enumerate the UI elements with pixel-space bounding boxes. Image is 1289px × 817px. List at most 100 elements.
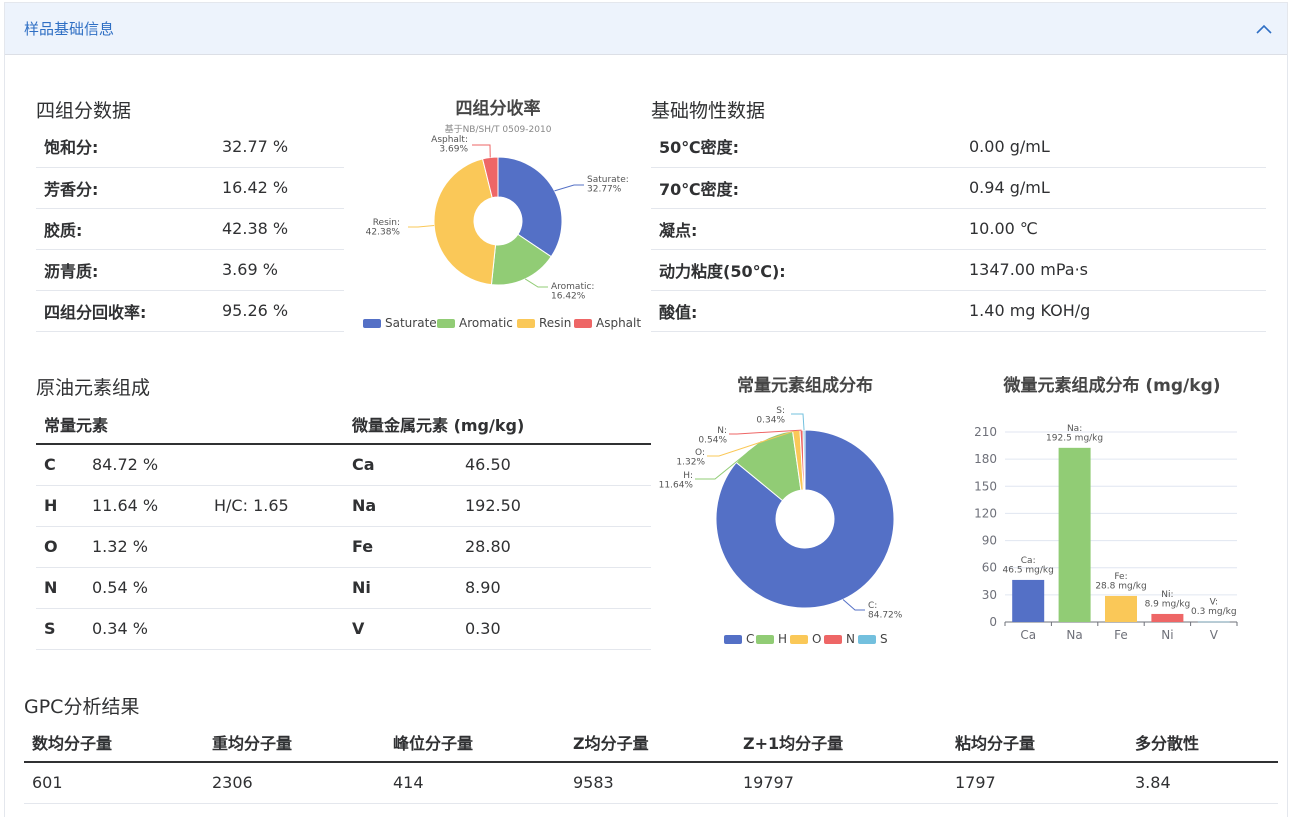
element-symbol: S [36, 608, 84, 650]
legend-label: S [880, 632, 888, 646]
row-label: 酸值: [651, 290, 969, 332]
gpc-column-header: 多分散性 [1127, 722, 1278, 763]
chart-subtitle: 基于NB/SH/T 0509-2010 [445, 123, 552, 135]
legend-swatch[interactable] [437, 319, 455, 328]
pie-slice-c[interactable] [715, 429, 895, 609]
chart-title: 四组分收率 [456, 98, 541, 119]
slice-label: O: 1.32% [676, 448, 705, 468]
gpc-cell: 2306 [204, 762, 385, 804]
pie-slice-saturate[interactable] [497, 156, 563, 258]
label-leader-line [695, 440, 762, 480]
bar-ca[interactable] [1012, 579, 1045, 622]
label-leader-line [408, 224, 435, 228]
legend-swatch[interactable] [724, 635, 742, 644]
slice-label: Resin: 42.38% [366, 218, 401, 238]
bar-label: Fe: 28.8 mg/kg [1095, 572, 1146, 592]
legend-label: Saturate [385, 316, 437, 330]
trace-element-symbol: Fe [344, 526, 457, 568]
gpc-column-header: 粘均分子量 [947, 722, 1127, 763]
legend-swatch[interactable] [517, 319, 535, 328]
trace-element-symbol: Ni [344, 567, 457, 609]
legend-swatch[interactable] [858, 635, 876, 644]
gpc-column-header: 重均分子量 [204, 722, 385, 763]
row-value: 3.69 % [222, 249, 344, 291]
row-value: 0.94 g/mL [969, 167, 1266, 209]
chart-title: 常量元素组成分布 [737, 375, 873, 396]
bar-v[interactable] [1197, 621, 1230, 623]
element-percent: 84.72 % [84, 444, 206, 486]
label-leader-line [707, 429, 797, 457]
slice-label: Saturate: 32.77% [587, 175, 629, 195]
table-row: S 0.34 % V 0.30 [36, 608, 651, 650]
label-leader-line [729, 429, 802, 435]
trace-element-value: 8.90 [457, 567, 651, 609]
slice-label: S: 0.34% [756, 406, 785, 426]
four-component-table: 饱和分: 32.77 % 芳香分: 16.42 % 胶质: 42.38 % 沥青质: 3… [36, 126, 344, 332]
y-tick-label: 60 [982, 561, 997, 575]
table-row: 沥青质: 3.69 % [36, 249, 344, 291]
gpc-cell: 601 [24, 762, 204, 804]
pie-slice-asphalt[interactable] [481, 156, 499, 199]
table-row: H 11.64 % H/C: 1.65 Na 192.50 [36, 485, 651, 527]
gpc-table: 数均分子量 重均分子量 峰位分子量 Z均分子量 Z+1均分子量 粘均分子量 多分散性 601… [24, 722, 1278, 804]
trace-element-bar-svg: 微量元素组成分布 (mg/kg) 0 30 60 90 120 150 180 210 Ca Ca:… [974, 375, 1238, 642]
collapse-button[interactable] [1253, 18, 1275, 40]
legend-swatch[interactable] [756, 635, 774, 644]
legend-swatch[interactable] [363, 319, 381, 328]
physical-title: 基础物性数据 [651, 100, 766, 122]
row-value: 32.77 % [222, 126, 344, 168]
y-tick-label: 90 [982, 534, 997, 548]
hc-ratio [206, 444, 344, 486]
element-percent: 1.32 % [84, 526, 206, 568]
legend-label: Aromatic [459, 316, 513, 330]
panel-header[interactable]: 样品基础信息 [5, 3, 1287, 55]
gpc-cell: 9583 [565, 762, 735, 804]
trace-element-chart: 微量元素组成分布 (mg/kg) 0 30 60 90 120 150 180 210 Ca Ca:… [960, 372, 1284, 656]
table-row: 芳香分: 16.42 % [36, 167, 344, 209]
trace-element-symbol: Ca [344, 444, 457, 486]
bar-fe[interactable] [1105, 595, 1137, 622]
trace-elements-header: 微量金属元素 (mg/kg) [344, 404, 651, 445]
x-tick-label: Na [1066, 628, 1082, 642]
pie-slice-resin[interactable] [433, 158, 497, 286]
gpc-column-header: Z均分子量 [565, 722, 735, 763]
element-percent: 0.34 % [84, 608, 206, 650]
elements-title: 原油元素组成 [36, 377, 151, 399]
table-row: 四组分回收率: 95.26 % [36, 290, 344, 332]
y-tick-label: 150 [974, 479, 997, 493]
y-tick-label: 30 [982, 588, 997, 602]
y-tick-label: 180 [974, 452, 997, 466]
legend-swatch[interactable] [824, 635, 842, 644]
legend-swatch[interactable] [574, 319, 592, 328]
slice-label: C: 84.72% [868, 601, 903, 621]
legend-label: Resin [539, 316, 571, 330]
row-label: 凝点: [651, 208, 969, 250]
table-row: O 1.32 % Fe 28.80 [36, 526, 651, 568]
table-row: 酸值: 1.40 mg KOH/g [651, 290, 1266, 332]
elements-table: 常量元素 微量金属元素 (mg/kg) C 84.72 % Ca 46.50 H 11.6… [36, 404, 651, 650]
label-leader-line [472, 144, 491, 158]
table-header-row: 数均分子量 重均分子量 峰位分子量 Z均分子量 Z+1均分子量 粘均分子量 多分散性 [24, 722, 1278, 763]
legend-swatch[interactable] [790, 635, 808, 644]
trace-element-value: 28.80 [457, 526, 651, 568]
bar-label: Ca: 46.5 mg/kg [1003, 556, 1054, 576]
row-label: 芳香分: [36, 167, 222, 209]
four-component-title: 四组分数据 [36, 100, 132, 122]
table-row: 601 2306 414 9583 19797 1797 3.84 [24, 762, 1278, 804]
bar-ni[interactable] [1151, 613, 1184, 622]
hc-ratio: H/C: 1.65 [206, 485, 344, 527]
element-symbol: N [36, 567, 84, 609]
row-value: 1.40 mg KOH/g [969, 290, 1266, 332]
gpc-cell: 1797 [947, 762, 1127, 804]
table-row: 饱和分: 32.77 % [36, 126, 344, 168]
element-percent: 11.64 % [84, 485, 206, 527]
label-leader-line [791, 413, 805, 431]
element-percent: 0.54 % [84, 567, 206, 609]
panel-title: 样品基础信息 [24, 20, 115, 38]
hc-ratio [206, 526, 344, 568]
element-symbol: C [36, 444, 84, 486]
bar-label: V: 0.3 mg/kg [1191, 598, 1237, 618]
gpc-cell: 3.84 [1127, 762, 1278, 804]
bar-na[interactable] [1058, 447, 1091, 622]
